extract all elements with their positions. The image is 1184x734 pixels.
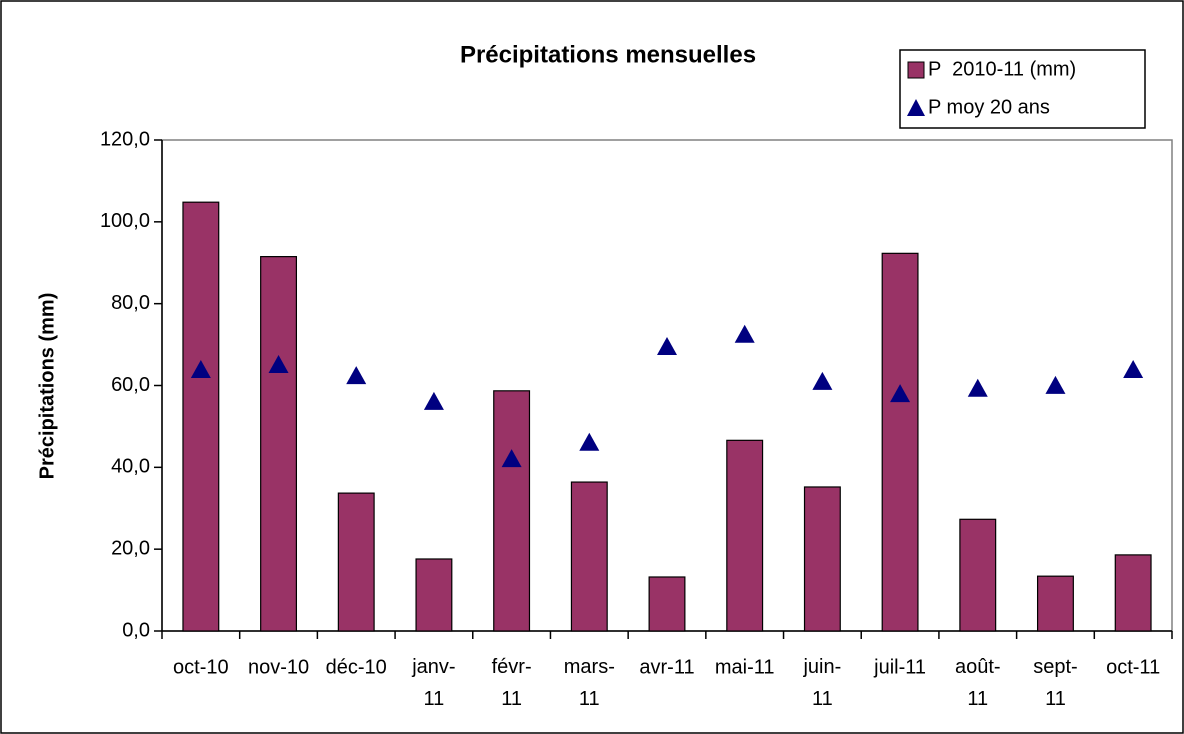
- bar: [415, 558, 453, 632]
- triangle-marker: [501, 449, 522, 468]
- x-tick-label: juil-11: [873, 656, 926, 678]
- y-tick-label: 120,0: [100, 128, 150, 150]
- x-tick-label: mars-11: [564, 656, 615, 710]
- triangle-marker: [734, 324, 755, 343]
- bar: [1114, 554, 1152, 632]
- triangle-marker: [890, 384, 911, 403]
- y-tick-label: 80,0: [111, 292, 150, 314]
- legend-label: P moy 20 ans: [928, 96, 1050, 118]
- y-tick-label: 100,0: [100, 210, 150, 232]
- triangle-marker: [967, 378, 988, 397]
- x-tick-label: févr-11: [492, 656, 532, 710]
- bar: [803, 486, 841, 632]
- triangle-marker: [423, 391, 444, 410]
- y-tick-label: 60,0: [111, 374, 150, 396]
- y-tick-label: 0,0: [122, 619, 150, 641]
- bar: [337, 492, 375, 632]
- legend-box: [899, 49, 1146, 129]
- bar: [959, 518, 997, 632]
- triangle-marker: [1123, 359, 1144, 378]
- y-axis-label: Précipitations (mm): [36, 293, 58, 480]
- triangle-marker: [657, 337, 677, 356]
- x-tick-label: janv-11: [411, 656, 455, 710]
- bar: [493, 390, 531, 632]
- x-tick-label: juin-11: [802, 656, 841, 710]
- x-tick-label: oct-10: [173, 656, 229, 678]
- chart-title: Précipitations mensuelles: [460, 41, 756, 68]
- x-tick-label: nov-10: [248, 656, 309, 678]
- triangle-marker: [812, 371, 833, 390]
- y-tick-label: 20,0: [111, 537, 150, 559]
- y-tick-label: 40,0: [111, 456, 150, 478]
- x-tick-label: sept-11: [1033, 656, 1077, 710]
- bar: [648, 576, 686, 632]
- legend-swatch: [907, 61, 925, 79]
- legend-label: P 2010-11 (mm): [928, 58, 1076, 80]
- legend-swatch: [907, 99, 925, 116]
- bar: [260, 256, 298, 632]
- triangle-marker: [190, 359, 211, 378]
- triangle-marker: [346, 366, 367, 385]
- bar: [182, 201, 220, 632]
- x-tick-label: août-11: [955, 656, 1001, 710]
- x-tick-label: oct-11: [1106, 656, 1160, 678]
- bar: [570, 481, 608, 632]
- triangle-marker: [1045, 375, 1066, 394]
- x-tick-label: mai-11: [715, 656, 775, 678]
- triangle-marker: [579, 432, 600, 451]
- bar: [726, 439, 764, 632]
- x-tick-label: avr-11: [639, 656, 694, 678]
- bar: [1036, 575, 1074, 632]
- triangle-marker: [268, 355, 289, 374]
- bar: [881, 252, 919, 632]
- x-tick-label: déc-10: [326, 656, 387, 678]
